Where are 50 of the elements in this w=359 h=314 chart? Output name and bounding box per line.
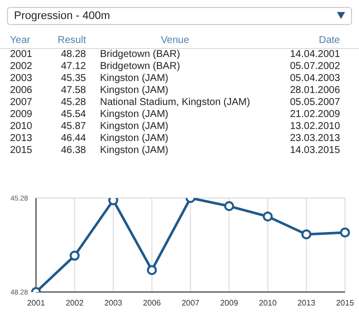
text: 48.28 (60, 49, 86, 60)
text: 47.58 (60, 85, 86, 96)
category-label: 2010 (10, 121, 32, 132)
text: Kingston (JAM) (100, 121, 170, 132)
category-label: 2002 (10, 61, 32, 72)
chart-title: Progression - 400m (7, 7, 352, 25)
x-tick-label: 2001 (27, 298, 46, 308)
text: Year (10, 35, 32, 46)
text: National Stadium, Kingston (JAM) (100, 97, 252, 108)
text: 46.38 (60, 145, 86, 156)
x-tick-label: 2013 (297, 298, 316, 308)
text: Kingston (JAM) (100, 109, 170, 120)
text: Kingston (JAM) (100, 85, 170, 96)
x-tick-label: 2007 (182, 298, 200, 308)
x-tick-label: 2009 (220, 298, 239, 308)
text: 05.07.2002 (290, 61, 340, 72)
text: 45.54 (60, 109, 86, 120)
x-tick-label: 2002 (66, 298, 84, 308)
text: Kingston (JAM) (100, 145, 170, 156)
text: Kingston (JAM) (100, 73, 170, 84)
text: 13.02.2010 (290, 121, 340, 132)
text: Venue (160, 35, 190, 46)
text: 23.03.2013 (290, 133, 340, 144)
x-tick-label: 2010 (258, 298, 278, 308)
text: Date (318, 35, 340, 46)
text: 14.03.2015 (290, 145, 340, 156)
category-label: 2001 (10, 49, 32, 60)
category-label: 2015 (10, 145, 32, 156)
category-label: 2009 (10, 109, 32, 120)
category-label: 2013 (10, 133, 32, 144)
category-label: 2003 (10, 73, 32, 84)
text: Result (56, 35, 86, 46)
x-tick-label: 2015 (336, 298, 354, 308)
text: 45.87 (60, 121, 86, 132)
text: 45.28 (60, 97, 86, 108)
text: 05.05.2007 (290, 97, 340, 108)
text: 47.12 (60, 61, 86, 72)
text: 45.35 (60, 73, 86, 84)
text: Kingston (JAM) (100, 133, 170, 144)
category-label: 2006 (10, 85, 32, 96)
text: 05.04.2003 (290, 73, 340, 84)
category-label: 2007 (10, 97, 32, 108)
text: 14.04.2001 (290, 49, 340, 60)
text: 21.02.2009 (290, 109, 340, 120)
x-tick-label: 2003 (104, 298, 123, 308)
x-tick-label: 2006 (142, 298, 162, 308)
text: 28.01.2006 (290, 85, 340, 96)
text: Bridgetown (BAR) (100, 61, 182, 72)
text: 46.44 (60, 133, 86, 144)
text: Bridgetown (BAR) (100, 49, 182, 60)
